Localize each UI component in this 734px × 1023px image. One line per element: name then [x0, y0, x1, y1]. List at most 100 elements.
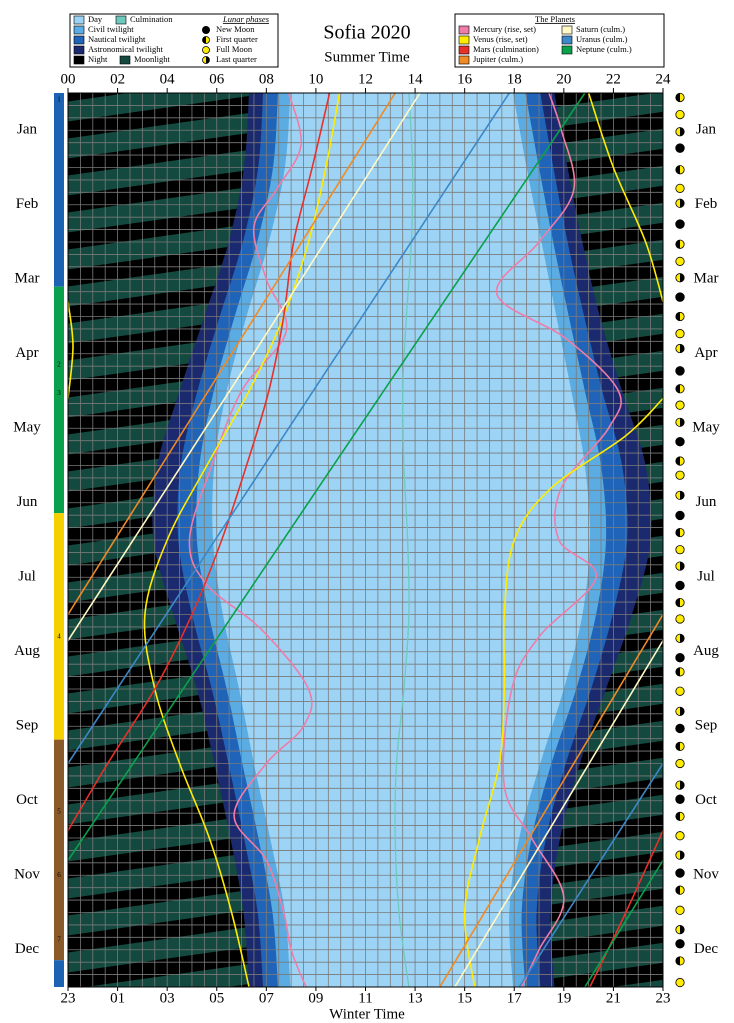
- x-tick-label: 10: [308, 71, 323, 87]
- moon-new: [675, 580, 685, 591]
- legend-label: Night: [88, 54, 108, 64]
- moon-shadow: [675, 528, 680, 537]
- moon-full: [675, 400, 685, 410]
- x-tick-label: 18: [507, 71, 522, 87]
- moon-shadow: [675, 742, 680, 751]
- moon-new: [675, 939, 685, 949]
- legend-swatch: [561, 25, 573, 35]
- legend-label: New Moon: [216, 24, 255, 34]
- x-tick-label: 04: [160, 71, 176, 87]
- x2-tick-label: 17: [507, 990, 523, 1006]
- moon-phase: [675, 561, 685, 571]
- legend-swatch: [115, 15, 127, 25]
- moon-full: [675, 110, 685, 120]
- legend-box: [69, 13, 279, 68]
- x2-tick-label: 01: [110, 990, 125, 1006]
- x2-tick-label: 13: [408, 990, 423, 1006]
- moon-new: [675, 292, 685, 302]
- y-tick-label: Nov: [693, 867, 719, 883]
- moon-phase: [675, 977, 685, 988]
- moon-shadow: [675, 93, 680, 102]
- moon-phase: [675, 127, 685, 137]
- moon-phase: [675, 633, 685, 643]
- moon-phase: [675, 273, 685, 283]
- legend-label: Day: [88, 14, 103, 24]
- legend-label: Moonlight: [134, 54, 171, 64]
- moon-phase: [675, 470, 685, 480]
- moon-shadow: [680, 561, 685, 571]
- legend-swatch: [73, 25, 85, 35]
- moon-phase: [675, 417, 685, 427]
- x2-tick-label: 19: [556, 990, 571, 1006]
- moon-phase: [675, 92, 685, 103]
- legend-label: The Planets: [535, 14, 575, 24]
- legend-label: Nautical twilight: [88, 34, 146, 44]
- legend-label: First quarter: [216, 34, 258, 44]
- moon-new: [202, 26, 210, 34]
- y-tick-label: Dec: [694, 941, 718, 957]
- planet-line: [68, 93, 663, 987]
- legend-box: [454, 13, 665, 68]
- y-tick-label: Aug: [693, 643, 719, 659]
- legend-label: Last quarter: [216, 54, 257, 64]
- moon-phase: [675, 905, 685, 915]
- legend-swatch: [458, 25, 470, 35]
- season-marker: 6: [57, 871, 61, 879]
- x-tick-label: 16: [457, 71, 473, 87]
- moon-phase: [675, 436, 685, 447]
- moon-full: [675, 545, 685, 555]
- moon-new: [675, 366, 685, 376]
- moon-full: [675, 614, 685, 624]
- chart-title: Sofia 2020: [323, 22, 410, 44]
- moon-shadow: [675, 956, 680, 966]
- moon-full: [675, 329, 685, 339]
- x2-tick-label: 23: [656, 990, 671, 1006]
- moon-phase: [675, 850, 685, 860]
- y-tick-label: Feb: [16, 196, 39, 212]
- season-bar: [54, 286, 64, 514]
- moon-full: [202, 46, 210, 54]
- moon-new: [675, 653, 685, 663]
- legend-swatch: [73, 15, 85, 25]
- y-tick-label: Mar: [15, 271, 40, 287]
- moon-phase: [675, 723, 685, 734]
- moon-phase: [675, 366, 685, 376]
- moon-shadow: [680, 273, 685, 282]
- moon-phase: [675, 143, 685, 153]
- x-tick-label: 08: [259, 71, 274, 87]
- moon-phase: [675, 597, 685, 608]
- x2-tick-label: 05: [209, 990, 224, 1006]
- season-marker: 7: [57, 936, 61, 944]
- moon-shadow: [675, 667, 680, 677]
- y-tick-label: Jul: [18, 569, 36, 585]
- x2-tick-label: 03: [160, 990, 175, 1006]
- moon-phase: [675, 239, 685, 249]
- moon-shadow: [680, 491, 685, 500]
- moon-shadow: [680, 127, 685, 136]
- moon-shadow: [675, 598, 680, 607]
- y-tick-label: May: [692, 420, 720, 436]
- x2-axis-label: Winter Time: [329, 1006, 405, 1022]
- legend-swatch: [73, 45, 85, 55]
- moon-phase: [675, 794, 685, 804]
- x-tick-label: 14: [408, 71, 424, 87]
- x-tick-label: 06: [209, 71, 225, 87]
- legend-swatch: [73, 55, 85, 65]
- moon-shadow: [675, 240, 680, 249]
- legend-label: Uranus (culm.): [576, 34, 628, 44]
- moon-phase: [675, 868, 685, 878]
- moon-phase: [675, 219, 685, 229]
- moon-phase: [675, 343, 685, 354]
- moon-shadow: [206, 56, 210, 64]
- moon-full: [675, 470, 685, 480]
- x-tick-label: 02: [110, 71, 125, 87]
- moon-shadow: [675, 812, 680, 821]
- moon-phase: [202, 56, 210, 64]
- moon-phase: [675, 956, 685, 966]
- season-marker: 3: [57, 389, 61, 397]
- moon-phase: [675, 292, 685, 302]
- legend-swatch: [458, 35, 470, 45]
- moon-phase: [675, 741, 685, 751]
- legend-label: Mercury (rise, set): [473, 24, 536, 34]
- legend-swatch: [458, 55, 470, 65]
